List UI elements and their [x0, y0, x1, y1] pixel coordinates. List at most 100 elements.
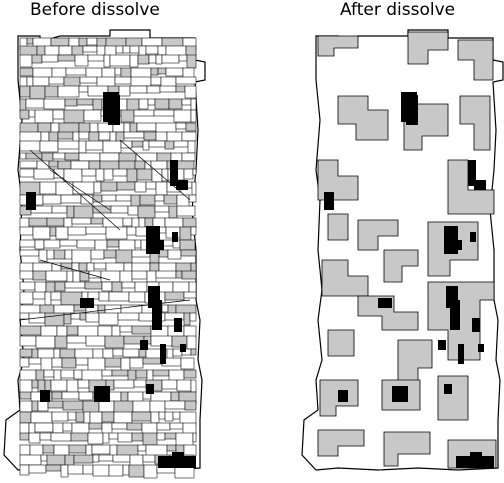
dissolved-gray-region — [327, 213, 349, 241]
white-parcel — [108, 291, 130, 302]
white-parcel — [90, 249, 105, 260]
white-parcel — [19, 379, 33, 394]
gray-parcel — [57, 160, 72, 170]
white-parcel — [115, 45, 124, 54]
white-parcel — [112, 348, 124, 357]
road-line — [39, 259, 111, 281]
white-parcel — [126, 226, 137, 236]
white-parcel — [71, 217, 92, 225]
white-parcel — [160, 76, 177, 88]
white-parcel — [156, 432, 166, 441]
white-parcel — [56, 325, 68, 338]
gray-parcel — [59, 348, 76, 359]
gray-parcel — [152, 369, 170, 377]
black-parcel — [468, 160, 476, 186]
gray-parcel — [101, 411, 115, 423]
white-parcel — [89, 411, 103, 425]
white-parcel — [161, 379, 178, 390]
white-parcel — [82, 45, 98, 53]
white-parcel — [76, 239, 96, 249]
white-parcel — [145, 444, 168, 457]
white-parcel — [92, 464, 110, 477]
white-parcel — [64, 281, 86, 289]
gray-parcel — [183, 369, 197, 379]
black-parcel — [40, 390, 50, 402]
white-parcel — [66, 379, 79, 393]
white-parcel — [154, 194, 165, 202]
white-parcel — [188, 281, 197, 294]
gray-parcel — [19, 45, 38, 57]
white-parcel — [19, 168, 35, 178]
white-parcel — [61, 391, 80, 400]
white-parcel — [50, 122, 60, 134]
gray-parcel — [42, 444, 55, 454]
white-parcel — [117, 312, 140, 321]
gray-parcel — [51, 391, 63, 400]
white-parcel — [85, 67, 103, 79]
white-parcel — [50, 291, 62, 301]
black-parcel — [456, 240, 462, 250]
white-parcel — [164, 411, 174, 422]
white-parcel — [34, 109, 54, 124]
white-parcel — [51, 205, 68, 214]
black-parcel — [158, 456, 196, 468]
white-parcel — [87, 291, 100, 300]
black-parcel — [470, 232, 476, 242]
white-parcel — [59, 239, 78, 247]
gray-parcel — [136, 168, 153, 181]
gray-parcel — [137, 205, 156, 219]
white-parcel — [164, 217, 184, 229]
gray-parcel — [168, 98, 183, 110]
gray-parcel — [142, 432, 158, 446]
white-parcel — [123, 131, 145, 139]
gray-parcel — [134, 160, 146, 170]
white-parcel — [101, 422, 113, 435]
white-parcel — [40, 357, 53, 372]
white-parcel — [155, 270, 177, 279]
gray-parcel — [64, 98, 78, 107]
white-parcel — [19, 454, 42, 466]
white-parcel — [189, 312, 197, 322]
white-parcel — [48, 76, 65, 85]
dissolved-gray-region — [383, 431, 431, 467]
gray-parcel — [61, 357, 77, 369]
white-parcel — [43, 369, 55, 378]
white-parcel — [183, 168, 194, 180]
gray-parcel — [131, 325, 152, 335]
white-parcel — [98, 131, 111, 141]
white-parcel — [75, 357, 89, 366]
gray-parcel — [111, 281, 123, 293]
gray-parcel — [126, 422, 143, 431]
white-parcel — [129, 85, 148, 94]
gray-parcel — [48, 131, 59, 143]
black-parcel — [146, 226, 160, 254]
white-parcel — [190, 98, 197, 111]
white-parcel — [51, 67, 67, 79]
dissolved-gray-region — [357, 295, 419, 331]
gray-parcel — [45, 464, 62, 472]
gray-parcel — [19, 391, 32, 400]
white-parcel — [113, 411, 133, 424]
gray-parcel — [73, 454, 94, 464]
white-parcel — [113, 379, 135, 389]
gray-parcel — [168, 205, 178, 219]
white-parcel — [28, 109, 36, 118]
black-parcel — [456, 456, 494, 468]
white-parcel — [57, 85, 80, 98]
white-parcel — [111, 325, 121, 338]
gray-parcel — [73, 205, 94, 220]
gray-parcel — [19, 325, 42, 336]
white-parcel — [19, 312, 30, 320]
white-parcel — [30, 411, 53, 424]
gray-parcel — [111, 369, 129, 377]
white-parcel — [108, 464, 124, 477]
gray-parcel — [19, 85, 31, 98]
white-parcel — [169, 422, 184, 430]
white-parcel — [191, 181, 197, 196]
white-parcel — [115, 194, 132, 202]
white-parcel — [74, 348, 94, 360]
white-parcel — [50, 379, 68, 392]
white-parcel — [55, 226, 69, 240]
gray-parcel — [66, 205, 75, 219]
white-parcel — [122, 45, 131, 54]
